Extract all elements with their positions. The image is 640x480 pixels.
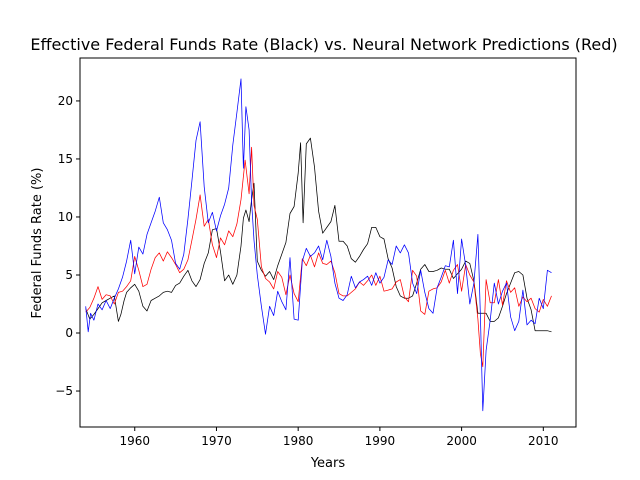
series-line-1 (85, 146, 552, 368)
x-tick-label: 1960 (119, 434, 150, 448)
series-layer (85, 78, 552, 412)
y-tick-label: 0 (65, 326, 73, 340)
series-line-2 (85, 78, 552, 412)
y-tick-label: 10 (58, 210, 73, 224)
series-line-0 (85, 137, 552, 333)
y-tick-label: 20 (58, 94, 73, 108)
y-tick-label: 5 (65, 268, 73, 282)
y-tick-label: −5 (55, 384, 73, 398)
x-tick-label: 1970 (201, 434, 232, 448)
chart-title: Effective Federal Funds Rate (Black) vs.… (30, 35, 617, 54)
y-tick-label: 15 (58, 152, 73, 166)
x-tick-label: 1990 (365, 434, 396, 448)
x-axis-label: Years (310, 456, 346, 471)
x-tick-label: 2000 (446, 434, 477, 448)
plot-frame (79, 57, 577, 428)
y-axis-label: Federal Funds Rate (%) (30, 168, 45, 319)
ticks-layer: 1960 1970 1980 1990 2000 2010 −5 0 5 10 15 20 (55, 94, 558, 448)
x-tick-label: 2010 (528, 434, 559, 448)
plot-area (80, 58, 576, 427)
x-tick-label: 1980 (283, 434, 314, 448)
